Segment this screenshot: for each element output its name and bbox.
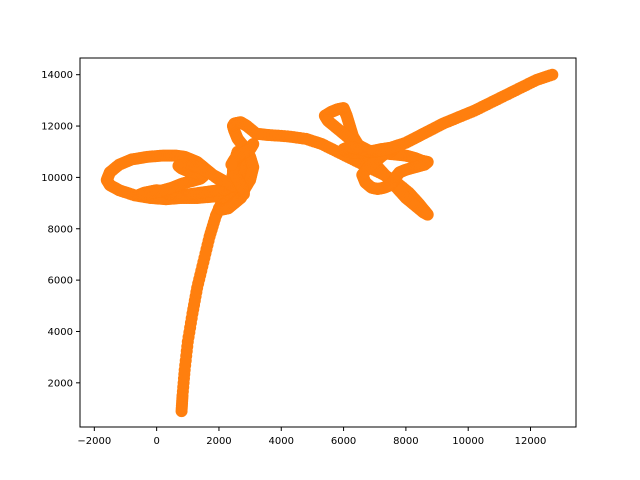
x-tick-label: −2000 (77, 436, 111, 447)
plot-frame (79, 57, 577, 428)
x-tick-label: 6000 (331, 436, 356, 447)
x-tick-label: 4000 (269, 436, 294, 447)
y-tick-label: 4000 (48, 327, 73, 338)
data-point (546, 68, 559, 81)
y-tick-label: 6000 (48, 276, 73, 287)
x-tick-label: 0 (153, 436, 159, 447)
y-axis-ticks: 2000 4000 6000 8000 10000 12000 14000 (41, 70, 80, 389)
data-point (225, 158, 238, 171)
y-tick-label: 8000 (48, 224, 73, 235)
x-tick-label: 2000 (206, 436, 231, 447)
y-tick-label: 12000 (41, 122, 73, 133)
y-tick-label: 2000 (48, 378, 73, 389)
x-tick-label: 8000 (393, 436, 418, 447)
data-points (100, 68, 559, 418)
y-tick-label: 10000 (41, 173, 73, 184)
x-tick-label: 12000 (515, 436, 547, 447)
x-tick-label: 10000 (452, 436, 484, 447)
x-axis-ticks: −2000 0 2000 4000 6000 8000 10000 12000 (77, 427, 546, 447)
y-tick-label: 14000 (41, 70, 73, 81)
